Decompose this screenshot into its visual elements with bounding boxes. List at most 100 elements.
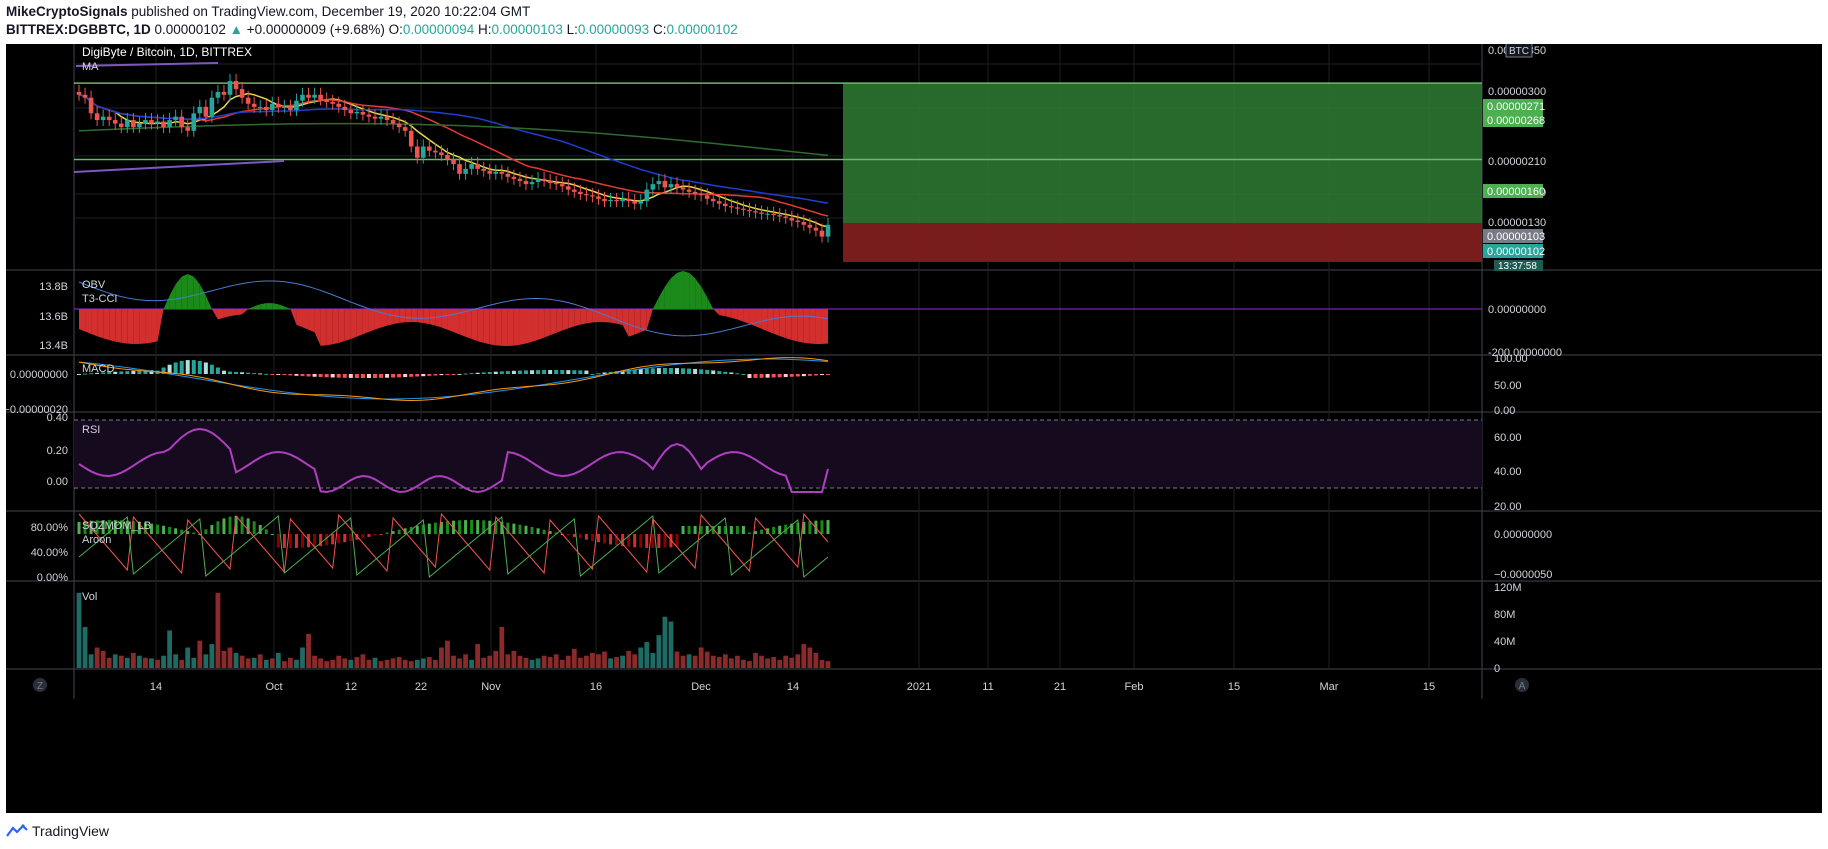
sqzmom-bar (331, 534, 335, 545)
price-tick-label: 0.00000130 (1488, 217, 1546, 229)
macd-histogram-bar (197, 360, 202, 374)
price-level-tag (1483, 184, 1543, 198)
rsi-right-tick: 40.00 (1494, 466, 1522, 478)
volume-bar (263, 659, 269, 668)
indicator-panes (74, 271, 1482, 578)
price-level-tag (1483, 229, 1543, 243)
volume-bars (76, 592, 831, 668)
sqzmom-bar (137, 521, 141, 534)
rsi-right-tick: 60.00 (1494, 432, 1522, 444)
t3cci-area (236, 309, 243, 316)
candle-body (469, 164, 474, 169)
x-tick-label: 21 (1054, 681, 1066, 693)
sqzmom-bar (156, 524, 160, 534)
volume-tick-label: 120M (1494, 582, 1522, 594)
t3cci-area (562, 309, 569, 331)
stop-zone (843, 223, 1482, 262)
candle-body (445, 155, 450, 160)
t3cci-area (610, 309, 617, 324)
volume-bar (82, 627, 88, 668)
macd-histogram-bar (463, 373, 468, 375)
candle-body (741, 208, 746, 210)
price-level-label: 0.00000271 (1487, 101, 1545, 113)
macd-histogram-bar (421, 374, 426, 377)
t3cci-area (133, 309, 140, 344)
candle-body (614, 200, 619, 202)
t3cci-area (278, 304, 285, 309)
sqzmom-bar (681, 526, 685, 534)
candle-body (414, 146, 420, 158)
sqzmom-left-tick: 80.00% (31, 522, 69, 534)
sqzmom-bar (766, 528, 770, 534)
t3cci-area (489, 309, 496, 346)
sqzmom-bar (741, 526, 745, 534)
t3cci-area (749, 309, 756, 327)
macd-histogram-bar (312, 374, 317, 377)
tradingview-logo-icon (6, 824, 28, 837)
macd-histogram-bar (246, 372, 251, 374)
t3cci-area (773, 309, 780, 336)
macd-histogram-bar (95, 372, 100, 374)
t3cci-area (356, 309, 363, 337)
chart-area[interactable]: 14 Oct 12 22 Nov 16 Dec 14 2021 11 21 Feb 15 Mar 15 0.0… (6, 44, 1822, 813)
volume-bar (656, 635, 662, 668)
macd-left-tick: −0.00000020 (6, 404, 68, 416)
sqzmom-bar (174, 528, 178, 534)
t3cci-area (91, 309, 98, 337)
sqzmom-bar (397, 529, 401, 534)
x-tick-label: 11 (982, 681, 993, 693)
t3cci-area (507, 309, 514, 346)
t3cci-tick-label: 0.00000000 (1488, 304, 1546, 316)
t3cci-area (145, 309, 152, 344)
sqzmom-bar (639, 534, 643, 548)
chart-svg[interactable]: 14 Oct 12 22 Nov 16 Dec 14 2021 11 21 Feb 15 Mar 15 0.0… (6, 44, 1822, 813)
chart-header: MikeCryptoSignals published on TradingVi… (0, 0, 1828, 44)
macd-histogram-bar (318, 374, 323, 378)
candle-body (125, 120, 130, 128)
t3cci-area (616, 309, 623, 325)
candle-body (294, 100, 299, 111)
t3cci-area (743, 309, 750, 324)
macd-histogram-bar (306, 374, 311, 377)
t3cci-area (658, 286, 665, 309)
t3cci-area (368, 309, 375, 332)
macd-histogram-bar (795, 374, 800, 377)
sqzmom-bar (458, 520, 462, 534)
macd-histogram-bar (294, 374, 299, 376)
sqzmom-bar (530, 527, 534, 534)
volume-bar (469, 659, 475, 668)
candle-body (704, 195, 710, 199)
t3cci-area (664, 278, 671, 309)
candle-body (82, 94, 88, 98)
sqzmom-bar (778, 525, 782, 534)
candle-body (269, 103, 275, 111)
t3cci-area (187, 274, 194, 309)
t3cci-area (79, 309, 86, 332)
volume-bar (614, 657, 619, 668)
sqzmom-right-tick: 0.00000000 (1494, 529, 1552, 541)
t3cci-area (803, 309, 810, 344)
macd-histogram-bar (270, 374, 275, 375)
t3cci-area (344, 309, 351, 342)
candle-body (155, 121, 160, 124)
candle-body (366, 114, 372, 117)
volume-bar (414, 659, 420, 668)
candle-body (161, 121, 166, 128)
volume-tick-label: 0 (1494, 663, 1500, 675)
sqzmom-bar (319, 534, 323, 547)
t3cci-area (381, 309, 388, 328)
x-tick-label: Feb (1125, 681, 1144, 693)
macd-histogram-bar (336, 374, 341, 378)
tradingview-logo[interactable]: TradingView (6, 823, 109, 839)
position-zones (843, 83, 1482, 262)
t3cci-area (163, 295, 170, 309)
macd-histogram-bar (397, 374, 402, 378)
horizontal-levels (74, 82, 1482, 161)
candle-body (354, 112, 360, 114)
candle-body (372, 116, 378, 119)
high-label: H: (478, 22, 492, 37)
candle-body (825, 224, 831, 237)
macd-histogram-bar (801, 374, 806, 377)
author-name[interactable]: MikeCryptoSignals (6, 4, 128, 19)
last-price: 0.00000102 (154, 22, 226, 37)
